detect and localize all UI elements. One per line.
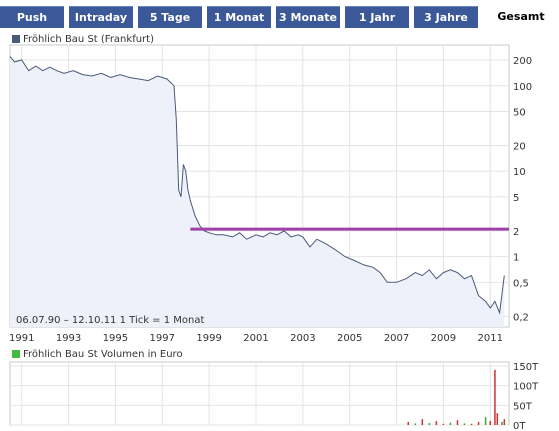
volume-bar: [470, 423, 473, 425]
price-x-tick-label: 2011: [478, 333, 503, 344]
price-x-tick-label: 2007: [384, 333, 409, 344]
price-y-tick-label: 50: [513, 107, 526, 118]
price-legend-swatch: [12, 35, 20, 43]
price-x-tick-label: 2001: [243, 333, 268, 344]
price-y-tick-label: 100: [513, 82, 532, 93]
volume-bar: [421, 419, 424, 425]
price-y-tick-label: 0,2: [513, 312, 529, 323]
volume-bar: [428, 423, 431, 425]
tab-push[interactable]: Push: [0, 6, 64, 28]
timeframe-tabs: Push Intraday 5 Tage 1 Monat 3 Monate 1 Jahr 3…: [0, 0, 559, 29]
tab-5-tage[interactable]: 5 Tage: [138, 6, 202, 28]
tab-1-monat[interactable]: 1 Monat: [207, 6, 271, 28]
price-y-tick-label: 0,5: [513, 278, 529, 289]
volume-y-tick-label: 50T: [513, 401, 533, 412]
volume-bar: [414, 423, 417, 425]
tab-gesamt[interactable]: Gesamt: [483, 6, 559, 28]
price-y-tick-label: 20: [513, 141, 526, 152]
volume-bar: [449, 422, 452, 425]
price-x-tick-label: 1995: [103, 333, 128, 344]
volume-bar: [501, 421, 503, 425]
volume-y-tick-label: 100T: [513, 382, 539, 393]
volume-bar: [484, 417, 487, 425]
price-y-tick-label: 5: [513, 193, 519, 204]
price-y-tick-label: 2: [513, 227, 519, 238]
tab-3-jahre[interactable]: 3 Jahre: [414, 6, 478, 28]
volume-bar: [477, 421, 480, 425]
volume-bar: [463, 423, 466, 425]
volume-legend: Fröhlich Bau St Volumen in Euro: [12, 349, 183, 360]
price-y-tick-label: 1: [513, 253, 519, 264]
tab-1-jahr[interactable]: 1 Jahr: [345, 6, 409, 28]
volume-y-tick-label: 150T: [513, 362, 539, 373]
volume-bar: [494, 369, 496, 425]
volume-bar: [503, 419, 506, 425]
price-x-tick-label: 1999: [196, 333, 221, 344]
volume-bar: [435, 421, 438, 425]
price-legend: Fröhlich Bau St (Frankfurt): [12, 34, 154, 45]
price-area: [10, 56, 505, 327]
volume-y-tick-label: 0T: [513, 421, 526, 431]
price-x-tick-label: 2009: [431, 333, 456, 344]
price-legend-label: Fröhlich Bau St (Frankfurt): [23, 34, 154, 45]
price-y-tick-label: 10: [513, 167, 526, 178]
volume-legend-label: Fröhlich Bau St Volumen in Euro: [23, 349, 183, 360]
volume-bar: [442, 423, 445, 425]
price-range-annotation: 06.07.90 – 12.10.11 1 Tick = 1 Monat: [16, 315, 204, 326]
price-y-tick-label: 200: [513, 56, 532, 67]
price-x-tick-label: 1991: [9, 333, 34, 344]
price-x-tick-label: 1997: [150, 333, 175, 344]
volume-bar: [489, 421, 492, 425]
volume-legend-swatch: [12, 350, 20, 358]
volume-bar: [407, 421, 410, 425]
tab-intraday[interactable]: Intraday: [69, 6, 133, 28]
volume-plot-area: [9, 361, 510, 426]
price-x-tick-label: 2005: [337, 333, 362, 344]
price-x-tick-label: 2003: [290, 333, 315, 344]
tab-3-monate[interactable]: 3 Monate: [276, 6, 340, 28]
price-x-tick-label: 1993: [56, 333, 81, 344]
volume-bar: [496, 413, 499, 425]
volume-bar: [456, 420, 459, 425]
price-line: [9, 56, 505, 315]
